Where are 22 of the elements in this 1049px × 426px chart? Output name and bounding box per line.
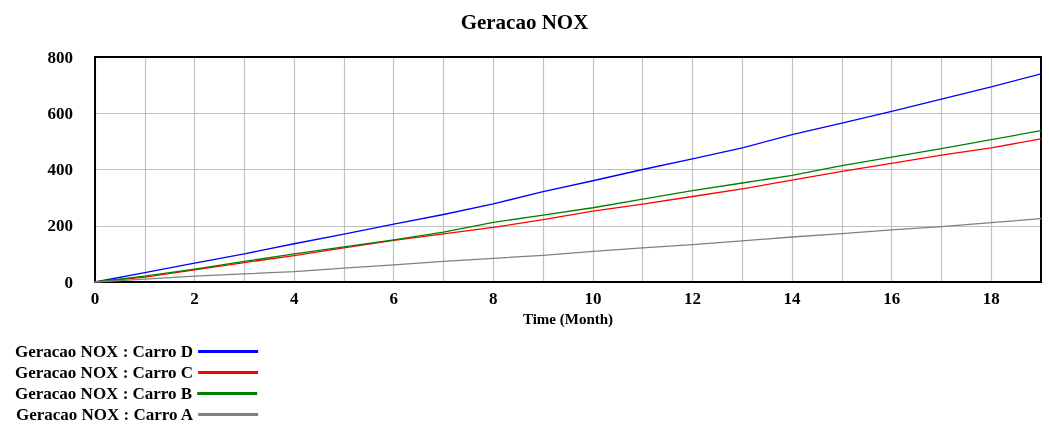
y-tick-label: 0 — [64, 272, 73, 292]
x-tick-label: 2 — [190, 289, 199, 308]
y-tick-label: 800 — [47, 47, 73, 67]
x-tick-label: 4 — [289, 289, 299, 308]
x-tick-label: 8 — [489, 289, 498, 308]
x-tick-label: 10 — [584, 289, 602, 308]
y-tick-label: 600 — [47, 103, 73, 123]
line-series — [94, 218, 1042, 283]
x-tick-label: 18 — [982, 289, 1000, 308]
legend-label: Geracao NOX : Carro C — [14, 363, 194, 382]
legend-label: Geracao NOX : Carro B — [14, 384, 193, 403]
y-tick-label: 400 — [47, 160, 73, 179]
x-tick-label: 12 — [683, 289, 701, 308]
chart-title: Geracao NOX — [460, 9, 589, 34]
x-tick-label: 14 — [783, 289, 802, 308]
y-tick-label: 200 — [47, 216, 73, 236]
x-tick-label: 0 — [90, 289, 100, 308]
legend-label: Geracao NOX : Carro D — [14, 342, 194, 361]
x-axis-title: Time (Month) — [522, 311, 614, 329]
x-tick-label: 16 — [883, 289, 901, 308]
x-tick-label: 6 — [389, 289, 398, 308]
legend-label: Geracao NOX : Carro A — [15, 405, 194, 424]
